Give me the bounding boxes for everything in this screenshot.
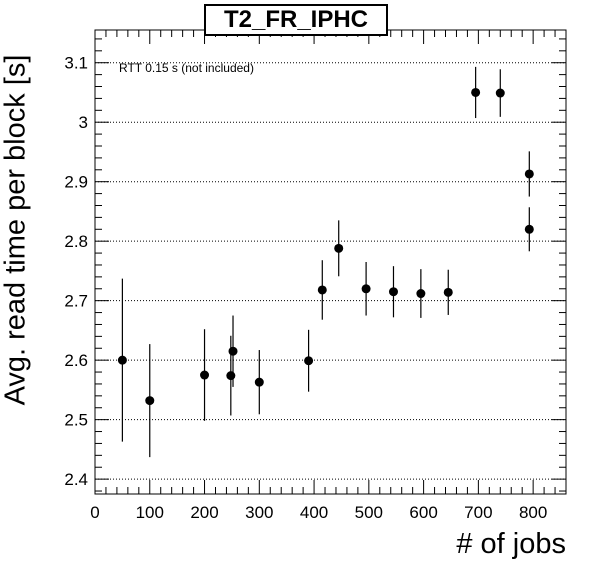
x-tick-label: 800: [519, 503, 547, 522]
data-point: [524, 169, 534, 179]
data-point: [388, 287, 398, 297]
chart-annotation: RTT 0.15 s (not included): [119, 61, 254, 75]
data-point: [254, 377, 264, 387]
data-point: [117, 355, 127, 365]
y-tick-label: 2.7: [64, 292, 88, 311]
data-point: [471, 87, 481, 97]
x-tick-label: 100: [136, 503, 164, 522]
x-axis-ticks: 0 100 200 300 400 500 600 700 800: [90, 30, 556, 522]
y-axis-label: Avg. read time per block [s]: [0, 54, 32, 406]
data-point: [361, 284, 371, 294]
x-tick-label: 200: [190, 503, 218, 522]
x-tick-label: 300: [245, 503, 273, 522]
error-bars: [121, 66, 530, 458]
grid-lines: [95, 62, 566, 480]
data-point: [443, 287, 453, 297]
data-point: [228, 346, 238, 356]
data-point: [334, 243, 344, 253]
y-tick-label: 2.8: [64, 232, 88, 251]
y-tick-label: 2.9: [64, 173, 88, 192]
data-point: [317, 285, 327, 295]
data-point: [524, 224, 534, 234]
y-tick-label: 2.5: [64, 411, 88, 430]
data-point: [495, 88, 505, 98]
y-tick-label: 3: [79, 113, 88, 132]
x-tick-label: 0: [90, 503, 99, 522]
data-point: [226, 371, 236, 381]
y-axis-ticks: 2.4 2.5 2.6 2.7 2.8 2.9 3 3.1: [64, 38, 566, 492]
x-axis-label: # of jobs: [456, 528, 566, 560]
x-tick-label: 500: [355, 503, 383, 522]
y-tick-label: 2.4: [64, 470, 88, 489]
x-tick-label: 400: [300, 503, 328, 522]
x-tick-label: 700: [464, 503, 492, 522]
x-tick-label: 600: [409, 503, 437, 522]
plot-frame: [94, 29, 567, 495]
data-point: [200, 370, 210, 380]
data-point: [416, 289, 426, 299]
data-point: [145, 396, 155, 406]
y-tick-label: 2.6: [64, 351, 88, 370]
data-point: [304, 356, 314, 366]
data-points: [117, 87, 534, 406]
chart-title: T2_FR_IPHC: [204, 4, 388, 36]
y-tick-label: 3.1: [64, 54, 88, 73]
